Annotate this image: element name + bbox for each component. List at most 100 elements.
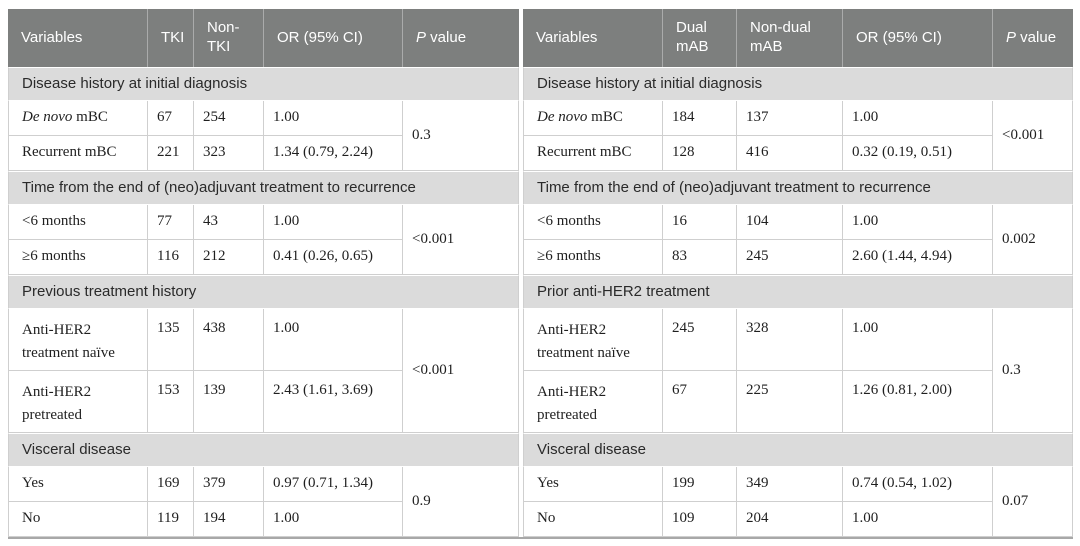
variable-label: Recurrent mBC — [22, 144, 117, 161]
or-cell: 1.00 — [263, 309, 402, 371]
count-cell-group2: 204 — [736, 502, 842, 537]
section-row: Visceral disease — [523, 433, 1073, 467]
or-cell: 1.26 (0.81, 2.00) — [842, 371, 992, 433]
count-cell-group1: 153 — [147, 371, 193, 433]
variable-cell: <6 months — [8, 205, 147, 240]
or-cell: 0.97 (0.71, 1.34) — [263, 467, 402, 502]
count-cell-group2: 212 — [193, 240, 263, 275]
section-title-cell: Prior anti-HER2 treatment — [523, 275, 1073, 309]
variable-cell: <6 months — [523, 205, 662, 240]
count-cell-group2: 245 — [736, 240, 842, 275]
count-cell-group1: 128 — [662, 136, 736, 171]
or-cell: 2.43 (1.61, 3.69) — [263, 371, 402, 433]
variable-label: Yes — [537, 475, 559, 492]
pvalue-cell: 0.002 — [992, 205, 1073, 275]
table-row: No 119 194 1.00 — [8, 502, 519, 537]
section-row: Disease history at initial diagnosis — [523, 67, 1073, 101]
or-cell: 1.00 — [842, 502, 992, 537]
count-cell-group1: 83 — [662, 240, 736, 275]
pvalue-rest: value — [426, 28, 467, 46]
variable-cell: De novo mBC — [523, 101, 662, 136]
variable-cell: Recurrent mBC — [523, 136, 662, 171]
pvalue-rest: value — [1016, 28, 1057, 46]
variable-cell: Anti-HER2 treatment naïve — [8, 309, 147, 371]
variable-label: No — [537, 510, 556, 527]
count-cell-group1: 169 — [147, 467, 193, 502]
count-cell-group1: 135 — [147, 309, 193, 371]
table-row: Recurrent mBC 221 323 1.34 (0.79, 2.24) — [8, 136, 519, 171]
or-cell: 0.32 (0.19, 0.51) — [842, 136, 992, 171]
col-header-variables: Variables — [8, 9, 147, 67]
table-row: De novo mBC 67 254 1.00 0.3 — [8, 101, 519, 171]
section-title-cell: Disease history at initial diagnosis — [8, 67, 519, 101]
tki-table: Variables TKI Non-TKI OR (95% CI) P valu… — [8, 9, 519, 537]
table-row: Anti-HER2 pretreated 67 225 1.26 (0.81, … — [523, 371, 1073, 433]
variable-cell: Yes — [523, 467, 662, 502]
col-header-pvalue: P value — [992, 9, 1073, 67]
variable-cell: No — [8, 502, 147, 537]
col-header-variables: Variables — [523, 9, 662, 67]
variable-label: mBC — [587, 109, 623, 126]
count-cell-group1: 109 — [662, 502, 736, 537]
variable-italic: De novo — [22, 109, 73, 126]
section-title-cell: Visceral disease — [523, 433, 1073, 467]
table-row: Anti-HER2 treatment naïve 245 328 1.00 0… — [523, 309, 1073, 433]
table-row: Recurrent mBC 128 416 0.32 (0.19, 0.51) — [523, 136, 1073, 171]
table-row: De novo mBC 184 137 1.00 <0.001 — [523, 101, 1073, 171]
variable-cell: Yes — [8, 467, 147, 502]
count-cell-group1: 67 — [662, 371, 736, 433]
count-cell-group1: 67 — [147, 101, 193, 136]
variable-label: Anti-HER2 treatment naïve — [22, 322, 115, 362]
or-cell: 1.34 (0.79, 2.24) — [263, 136, 402, 171]
variable-cell: No — [523, 502, 662, 537]
count-cell-group2: 328 — [736, 309, 842, 371]
table-row: Yes 169 379 0.97 (0.71, 1.34) 0.9 — [8, 467, 519, 537]
section-row: Prior anti-HER2 treatment — [523, 275, 1073, 309]
count-cell-group2: 349 — [736, 467, 842, 502]
count-cell-group2: 43 — [193, 205, 263, 240]
count-cell-group2: 379 — [193, 467, 263, 502]
pvalue-cell: 0.3 — [992, 309, 1073, 433]
variable-label: Yes — [22, 475, 44, 492]
or-cell: 1.00 — [263, 101, 402, 136]
count-cell-group2: 254 — [193, 101, 263, 136]
header-row: Variables Dual mAB Non-dual mAB OR (95% … — [523, 9, 1073, 67]
pvalue-cell: 0.9 — [402, 467, 519, 537]
logistic-regression-tables: Variables TKI Non-TKI OR (95% CI) P valu… — [8, 9, 1073, 539]
count-cell-group1: 116 — [147, 240, 193, 275]
section-title-cell: Time from the end of (neo)adjuvant treat… — [523, 171, 1073, 205]
col-header-or: OR (95% CI) — [263, 9, 402, 67]
col-header-tki: TKI — [147, 9, 193, 67]
section-row: Visceral disease — [8, 433, 519, 467]
section-row: Previous treatment history — [8, 275, 519, 309]
variable-label: <6 months — [537, 213, 601, 230]
pvalue-italic-p: P — [416, 28, 427, 46]
variable-cell: Anti-HER2 pretreated — [8, 371, 147, 433]
col-header-non-dual-mab: Non-dual mAB — [736, 9, 842, 67]
col-header-pvalue: P value — [402, 9, 519, 67]
or-cell: 1.00 — [842, 309, 992, 371]
variable-label: No — [22, 510, 41, 527]
count-cell-group2: 438 — [193, 309, 263, 371]
table-row: <6 months 16 104 1.00 0.002 — [523, 205, 1073, 275]
header-row: Variables TKI Non-TKI OR (95% CI) P valu… — [8, 9, 519, 67]
or-cell: 2.60 (1.44, 4.94) — [842, 240, 992, 275]
table-row: ≥6 months 116 212 0.41 (0.26, 0.65) — [8, 240, 519, 275]
col-header-dual-mab: Dual mAB — [662, 9, 736, 67]
section-title-cell: Disease history at initial diagnosis — [523, 67, 1073, 101]
or-cell: 0.74 (0.54, 1.02) — [842, 467, 992, 502]
table-row: Anti-HER2 pretreated 153 139 2.43 (1.61,… — [8, 371, 519, 433]
or-cell: 0.41 (0.26, 0.65) — [263, 240, 402, 275]
variable-label: Anti-HER2 pretreated — [537, 384, 607, 424]
table-row: Anti-HER2 treatment naïve 135 438 1.00 <… — [8, 309, 519, 433]
count-cell-group2: 137 — [736, 101, 842, 136]
variable-cell: ≥6 months — [8, 240, 147, 275]
variable-label: ≥6 months — [537, 248, 601, 265]
col-header-or: OR (95% CI) — [842, 9, 992, 67]
variable-cell: Anti-HER2 pretreated — [523, 371, 662, 433]
section-title-cell: Previous treatment history — [8, 275, 519, 309]
variable-label: mBC — [72, 109, 108, 126]
variable-cell: Recurrent mBC — [8, 136, 147, 171]
table-row: ≥6 months 83 245 2.60 (1.44, 4.94) — [523, 240, 1073, 275]
mab-table: Variables Dual mAB Non-dual mAB OR (95% … — [523, 9, 1073, 537]
